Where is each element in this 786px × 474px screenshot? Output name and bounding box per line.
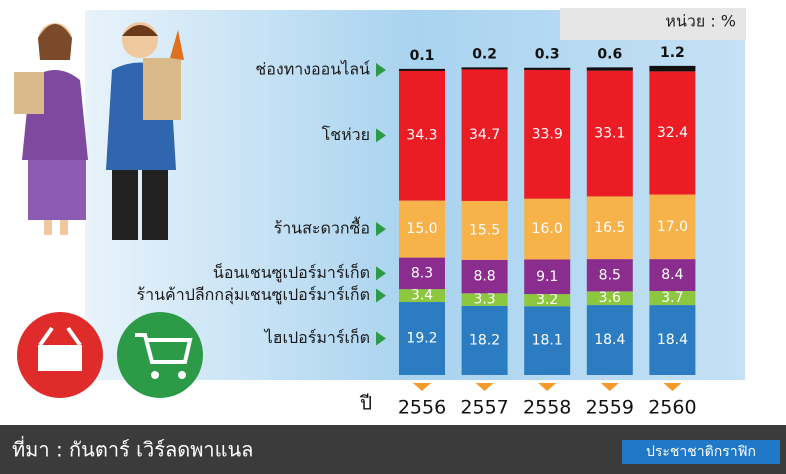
legend-label: ร้านสะดวกซื้อ <box>274 217 370 238</box>
credit: ประชาชาติกราฟิก <box>646 444 756 460</box>
value-label: 0.2 <box>472 46 497 62</box>
cart-wheel <box>151 371 159 379</box>
legend-label: ช่องทางออนไลน์ <box>255 60 370 79</box>
legend-label: ร้านค้าปลีกกลุ่มเชนซูเปอร์มาร์เก็ต <box>136 284 370 305</box>
year-marker <box>663 383 681 391</box>
value-label: 16.0 <box>532 221 563 237</box>
value-label: 8.5 <box>599 267 621 283</box>
value-label: 32.4 <box>657 125 688 141</box>
value-label: 18.2 <box>469 332 500 348</box>
cart-wheel <box>178 371 186 379</box>
value-label: 34.3 <box>406 127 437 143</box>
year-marker <box>538 383 556 391</box>
x-tick-label: 2556 <box>398 397 446 419</box>
value-label: 33.9 <box>532 126 563 142</box>
value-label: 0.6 <box>597 46 622 62</box>
cart-icon <box>117 312 203 398</box>
woman-figure <box>14 23 88 235</box>
x-axis-label: ปี <box>359 393 372 415</box>
basket-body <box>38 345 82 371</box>
legend-label: โชห่วย <box>322 125 370 144</box>
value-label: 34.7 <box>469 127 500 143</box>
value-label: 3.7 <box>661 290 683 306</box>
value-label: 3.2 <box>536 292 558 308</box>
x-tick-label: 2560 <box>648 397 696 419</box>
value-label: 8.4 <box>661 267 683 283</box>
value-label: 18.4 <box>657 332 688 348</box>
x-tick-label: 2559 <box>586 397 634 419</box>
value-label: 0.1 <box>410 48 435 64</box>
chart: หน่วย : % ปี ที่มา : กันตาร์ เวิร์ลดพาแน… <box>0 0 786 474</box>
value-label: 8.8 <box>473 269 495 285</box>
value-label: 3.4 <box>411 288 433 304</box>
value-label: 8.3 <box>411 265 433 281</box>
year-marker <box>601 383 619 391</box>
value-label: 0.3 <box>535 47 560 63</box>
x-tick-label: 2558 <box>523 397 571 419</box>
value-label: 3.3 <box>473 292 495 308</box>
year-marker <box>413 383 431 391</box>
x-tick-label: 2557 <box>460 397 508 419</box>
value-label: 17.0 <box>657 219 688 235</box>
year-marker <box>476 383 494 391</box>
value-label: 15.0 <box>406 221 437 237</box>
legend-label: น็อนเชนซูเปอร์มาร์เก็ต <box>213 262 370 283</box>
value-label: 15.5 <box>469 222 500 238</box>
value-label: 33.1 <box>594 126 625 142</box>
value-label: 18.4 <box>594 332 625 348</box>
legend-label: ไฮเปอร์มาร์เก็ต <box>263 327 370 347</box>
value-label: 16.5 <box>594 220 625 236</box>
value-label: 18.1 <box>532 333 563 349</box>
source: ที่มา : กันตาร์ เวิร์ลดพาแนล <box>12 436 253 462</box>
value-label: 19.2 <box>406 331 437 347</box>
unit-label: หน่วย : % <box>665 12 736 31</box>
value-label: 3.6 <box>599 290 621 306</box>
value-label: 9.1 <box>536 269 558 285</box>
value-label: 1.2 <box>660 45 685 61</box>
